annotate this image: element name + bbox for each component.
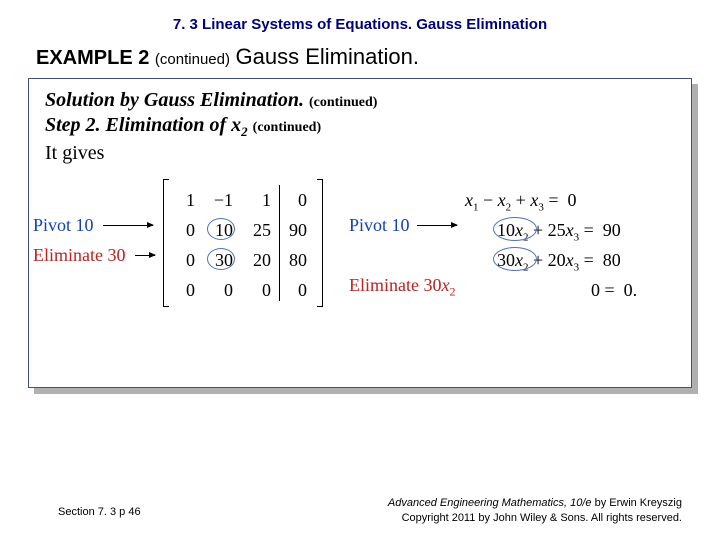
eliminate-30x2-sub: 2 [449,285,455,299]
book-author: by Erwin Kreyszig [592,497,682,509]
matrix-cell: 1 [239,185,271,215]
step-label: Step 2. Elimination of x [45,114,241,136]
equation-row: 0 = 0. [465,275,637,305]
pivot-10-left-label: Pivot 10 [33,215,94,236]
matrix-cell: 0 [277,275,307,305]
matrix-cell: 90 [277,215,307,245]
solution-line-2: Step 2. Elimination of x2 (continued) [45,114,675,140]
matrix-cell: 0 [239,275,271,305]
equation-row: x1 − x2 + x3 = 0 [465,185,637,215]
circle-annotation [207,218,235,240]
matrix-row: 0000 [173,275,307,305]
example-label: EXAMPLE 2 [36,47,149,69]
matrix-row: 1−110 [173,185,307,215]
continued-label-2: (continued) [309,95,377,110]
example-name: Gauss Elimination. [236,44,419,69]
bracket-right [317,179,323,307]
footer-credit-line-2: Copyright 2011 by John Wiley & Sons. All… [388,511,682,526]
footer-section-page: Section 7. 3 p 46 [58,506,141,518]
arrow-pivot-left [103,225,153,226]
chapter-title: 7. 3 Linear Systems of Equations. Gauss … [0,16,720,33]
matrix-cell: 0 [201,275,233,305]
book-title: Advanced Engineering Mathematics, 10/e [388,497,592,509]
matrix-cell: −1 [201,185,233,215]
it-gives: It gives [45,142,675,165]
diagram-area: Pivot 10 Eliminate 30 1−1100102590030208… [29,179,691,369]
matrix-cell: 0 [173,215,195,245]
equation-row: 30x2 + 20x3 = 80 [465,245,637,275]
matrix-cell: 25 [239,215,271,245]
arrow-elim-left [135,255,155,256]
pivot-10-right-label: Pivot 10 [349,215,410,236]
footer-credit-line-1: Advanced Engineering Mathematics, 10/e b… [388,496,682,511]
eliminate-30x2-text: Eliminate 30 [349,275,441,295]
matrix-row: 0102590 [173,215,307,245]
solution-line-1: Solution by Gauss Elimination. (continue… [45,89,675,112]
circle-annotation [207,248,235,270]
matrix-cell: 0 [277,185,307,215]
solution-box: Solution by Gauss Elimination. (continue… [28,78,692,388]
step-subscript: 2 [241,124,248,139]
matrix-cell: 80 [277,245,307,275]
continued-label-3: (continued) [253,120,321,135]
matrix-row: 0302080 [173,245,307,275]
matrix-cell: 0 [173,245,195,275]
matrix-cell: 20 [239,245,271,275]
continued-label-1: (continued) [155,51,230,68]
equation-row: 10x2 + 25x3 = 90 [465,215,637,245]
bracket-left [163,179,169,307]
matrix-cell: 1 [173,185,195,215]
circle-annotation [493,217,537,241]
equation-system: x1 − x2 + x3 = 010x2 + 25x3 = 9030x2 + 2… [465,185,637,305]
eliminate-30x2-right-label: Eliminate 30x2 [349,275,455,300]
example-heading: EXAMPLE 2 (continued) Gauss Elimination. [36,44,419,70]
matrix-cell: 0 [173,275,195,305]
matrix-grid: 1−110010259003020800000 [173,185,307,305]
arrow-pivot-right [417,225,457,226]
eliminate-30-left-label: Eliminate 30 [33,245,125,266]
footer-credits: Advanced Engineering Mathematics, 10/e b… [388,496,682,526]
augmented-matrix: 1−110010259003020800000 [163,179,323,307]
solution-title: Solution by Gauss Elimination. [45,89,304,111]
circle-annotation [493,247,537,271]
augmentation-line [279,185,280,301]
